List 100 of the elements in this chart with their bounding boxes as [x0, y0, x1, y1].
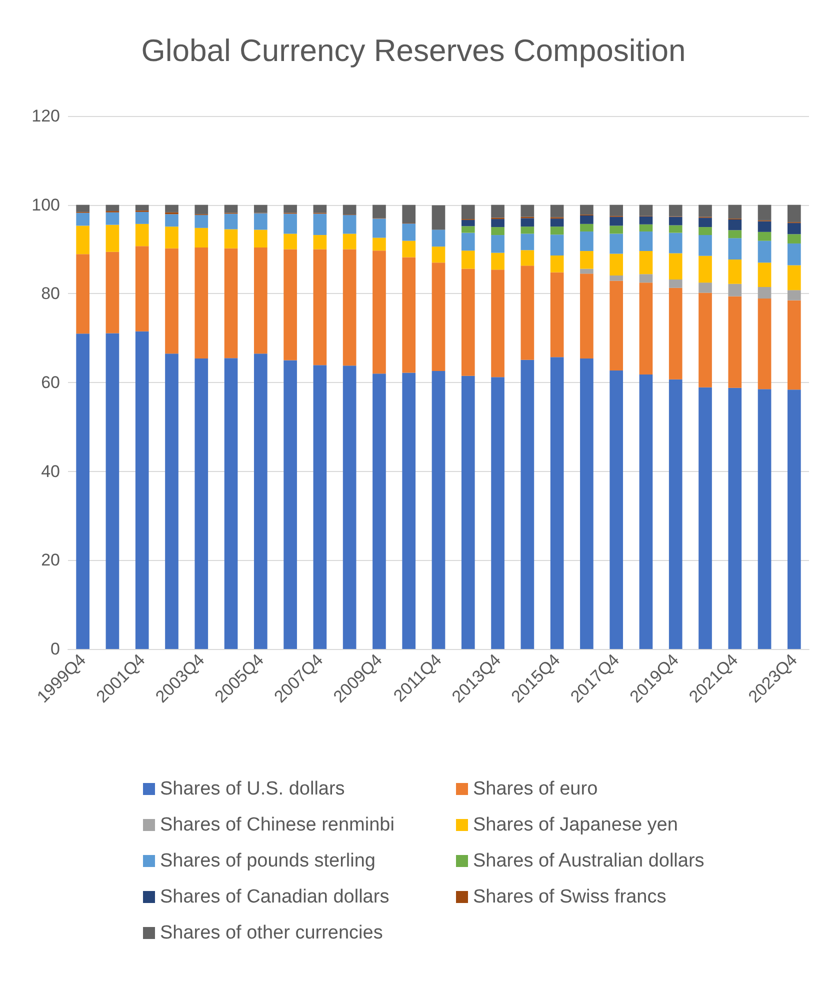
- bar: [342, 366, 356, 649]
- bar: [135, 331, 149, 649]
- bar: [165, 354, 178, 649]
- bar: [135, 224, 149, 246]
- bar: [194, 215, 208, 228]
- bar: [461, 232, 475, 251]
- bar: [668, 204, 682, 216]
- bar: [639, 216, 653, 224]
- bar: [580, 274, 594, 359]
- bar: [758, 262, 772, 288]
- bar: [668, 379, 682, 649]
- bar: [758, 204, 772, 220]
- bar: [668, 279, 682, 288]
- bar: [165, 204, 178, 212]
- legend-label: Shares of Chinese renminbi: [160, 814, 394, 836]
- y-tick-label: 60: [41, 373, 60, 392]
- bar: [788, 243, 801, 266]
- bar: [610, 234, 624, 254]
- bar: [224, 204, 238, 213]
- bar: [135, 204, 149, 211]
- legend-label: Shares of U.S. dollars: [160, 778, 345, 800]
- bar: [698, 204, 712, 217]
- bar: [461, 376, 475, 649]
- bar: [550, 234, 564, 256]
- bar: [313, 235, 327, 250]
- y-tick-label: 120: [32, 106, 60, 126]
- bar: [76, 212, 90, 226]
- bar: [728, 284, 742, 296]
- bar: [372, 374, 386, 649]
- bar: [165, 226, 178, 248]
- bar: [520, 266, 534, 360]
- legend-label: Shares of euro: [473, 778, 598, 800]
- bar: [461, 250, 475, 269]
- bar: [728, 296, 742, 388]
- y-tick-label: 100: [32, 195, 60, 214]
- bar: [491, 235, 504, 253]
- bar: [432, 246, 446, 263]
- bar: [668, 225, 682, 233]
- bar: [432, 205, 446, 230]
- bar: [610, 280, 624, 371]
- bar: [788, 290, 801, 300]
- legend-label: Shares of Australian dollars: [473, 850, 704, 872]
- legend-label: Shares of Japanese yen: [473, 814, 678, 836]
- bar: [698, 235, 712, 256]
- bar: [550, 204, 564, 218]
- bar: [788, 223, 801, 234]
- bar: [342, 215, 356, 234]
- bar: [284, 360, 297, 649]
- bar: [165, 248, 178, 354]
- bar: [639, 251, 653, 274]
- bar: [194, 204, 208, 214]
- bar: [194, 228, 208, 248]
- bar: [728, 219, 742, 230]
- bar: [580, 215, 594, 224]
- legend-label: Shares of other currencies: [160, 922, 383, 944]
- bar: [698, 218, 712, 228]
- bar: [106, 212, 120, 225]
- bar: [580, 224, 594, 232]
- bar: [580, 231, 594, 252]
- bar: [520, 250, 534, 266]
- bar: [698, 256, 712, 283]
- bar: [698, 387, 712, 649]
- bar: [550, 218, 564, 227]
- bar: [550, 272, 564, 358]
- bar: [284, 234, 297, 250]
- bar: [788, 265, 801, 290]
- bar: [698, 292, 712, 388]
- bar: [372, 204, 386, 218]
- bar: [728, 204, 742, 219]
- bar: [639, 282, 653, 375]
- bar: [106, 252, 120, 334]
- bar: [342, 249, 356, 366]
- bar: [788, 390, 801, 649]
- bar: [461, 220, 475, 226]
- bar: [668, 232, 682, 254]
- bar: [284, 204, 297, 213]
- bar: [491, 227, 504, 236]
- bar: [758, 232, 772, 241]
- bar: [639, 374, 653, 649]
- bar: [165, 214, 178, 227]
- bar: [698, 227, 712, 236]
- bar: [402, 372, 416, 649]
- bar: [402, 223, 416, 241]
- bar: [342, 204, 356, 215]
- bar: [432, 262, 446, 371]
- bar: [76, 204, 90, 212]
- bar: [639, 231, 653, 252]
- bar: [372, 238, 386, 251]
- bar: [758, 389, 772, 649]
- bar: [461, 226, 475, 233]
- bar: [520, 234, 534, 250]
- legend-label: Shares of Swiss francs: [473, 886, 666, 908]
- bar: [668, 288, 682, 380]
- bar: [550, 357, 564, 649]
- chart-title: Global Currency Reserves Composition: [141, 33, 686, 68]
- bar: [372, 218, 386, 238]
- bar: [788, 300, 801, 390]
- bar: [758, 298, 772, 390]
- bar: [728, 259, 742, 284]
- bar: [491, 270, 504, 378]
